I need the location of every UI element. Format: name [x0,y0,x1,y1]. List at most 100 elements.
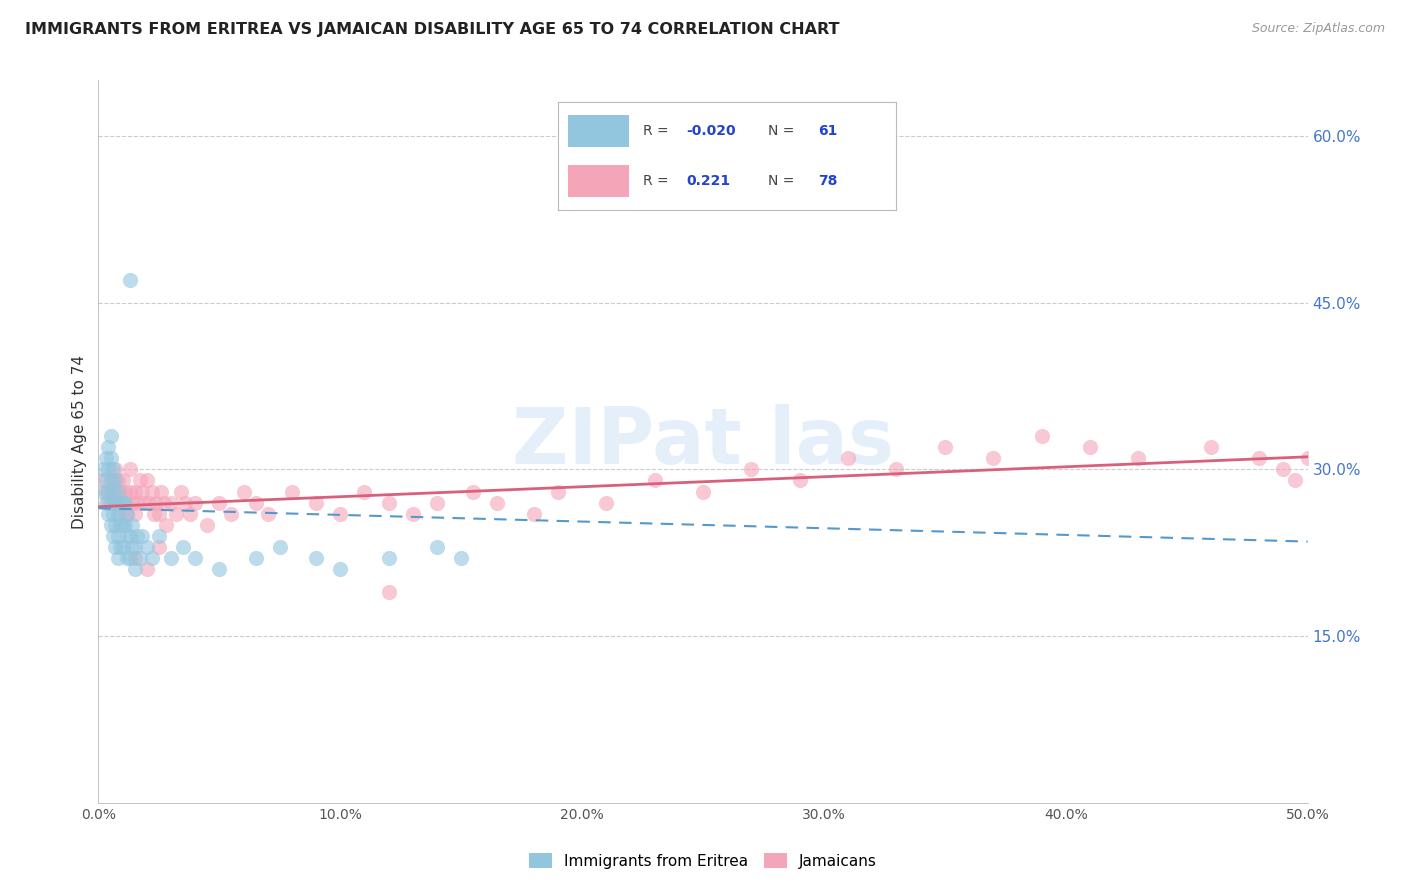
Point [118,273,141,287]
Point [104,484,127,499]
Point [353,484,375,499]
Point [141,484,163,499]
Point [104,517,127,532]
Point [886,462,908,476]
Point [114,517,136,532]
Point [91,474,114,488]
Point [107,496,129,510]
Point [377,584,399,599]
Point [128,474,150,488]
Point [111,496,134,510]
Point [108,540,131,554]
Point [118,462,141,476]
Point [114,496,136,510]
Point [101,462,124,476]
Point [208,496,231,510]
Point [1128,451,1150,466]
Point [150,484,173,499]
Point [1296,451,1319,466]
Point [305,496,328,510]
Point [94,474,117,488]
Point [195,517,218,532]
Text: Source: ZipAtlas.com: Source: ZipAtlas.com [1251,22,1385,36]
Point [155,517,177,532]
Point [121,496,143,510]
Y-axis label: Disability Age 65 to 74: Disability Age 65 to 74 [72,354,87,529]
Point [100,474,122,488]
Point [486,496,509,510]
Point [124,507,146,521]
Point [329,507,352,521]
Point [104,496,127,510]
Point [94,484,117,499]
Point [789,474,811,488]
Point [1199,440,1222,454]
Point [135,474,157,488]
Point [94,496,117,510]
Point [402,507,425,521]
Point [463,484,485,499]
Point [91,484,114,499]
Point [208,562,231,576]
Point [108,496,131,510]
Point [101,474,124,488]
Point [107,484,129,499]
Point [152,496,174,510]
Point [107,507,129,521]
Point [100,484,122,499]
Point [118,484,141,499]
Point [131,529,153,543]
Legend: Immigrants from Eritrea, Jamaicans: Immigrants from Eritrea, Jamaicans [523,847,883,875]
Point [426,496,449,510]
Point [124,540,146,554]
Point [329,562,352,576]
Point [172,540,194,554]
Point [426,540,449,554]
Point [111,474,134,488]
Point [141,551,163,566]
Point [108,517,131,532]
Point [160,551,183,566]
Point [100,429,122,443]
Point [148,507,170,521]
Point [1272,462,1295,476]
Point [104,540,127,554]
Point [111,496,134,510]
Point [184,551,207,566]
Point [101,507,124,521]
Point [111,540,134,554]
Point [245,496,267,510]
Point [108,484,131,499]
Point [100,496,122,510]
Point [128,551,150,566]
Point [97,496,120,510]
Point [165,507,187,521]
Point [138,496,160,510]
Text: IMMIGRANTS FROM ERITREA VS JAMAICAN DISABILITY AGE 65 TO 74 CORRELATION CHART: IMMIGRANTS FROM ERITREA VS JAMAICAN DISA… [25,22,839,37]
Point [107,474,129,488]
Point [124,484,146,499]
Point [100,451,122,466]
Point [160,496,183,510]
Point [108,507,131,521]
Point [117,507,139,521]
Point [221,507,243,521]
Point [245,551,267,566]
Point [143,507,166,521]
Point [107,551,129,566]
Point [1249,451,1271,466]
Point [135,562,157,576]
Point [174,496,197,510]
Point [117,529,139,543]
Point [523,507,546,521]
Point [91,462,114,476]
Point [111,517,134,532]
Point [131,484,153,499]
Point [145,496,167,510]
Point [135,540,157,554]
Point [124,562,146,576]
Point [118,551,141,566]
Point [107,529,129,543]
Point [117,507,139,521]
Point [169,484,191,499]
